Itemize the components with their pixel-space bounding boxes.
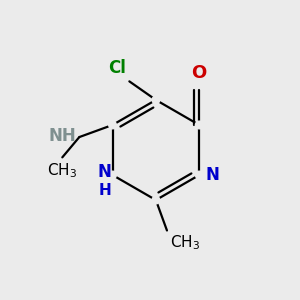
Circle shape — [152, 96, 160, 104]
Text: CH$_3$: CH$_3$ — [47, 162, 77, 181]
Circle shape — [109, 121, 116, 129]
Text: N: N — [206, 166, 220, 184]
Text: Cl: Cl — [109, 59, 126, 77]
Text: O: O — [192, 64, 207, 82]
Text: CH$_3$: CH$_3$ — [170, 233, 200, 252]
Circle shape — [195, 121, 203, 129]
Circle shape — [195, 171, 203, 179]
Text: NH: NH — [49, 127, 76, 145]
Circle shape — [109, 171, 116, 179]
Text: N: N — [97, 163, 111, 181]
Circle shape — [152, 196, 160, 204]
Text: H: H — [98, 183, 111, 198]
